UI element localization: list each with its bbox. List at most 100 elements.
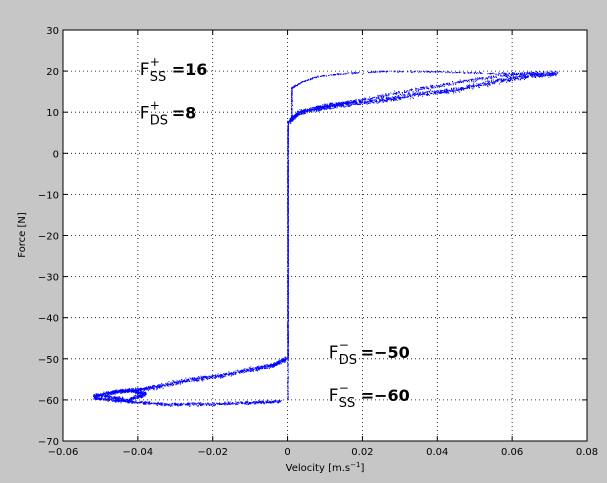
data-point: [272, 366, 274, 368]
data-point: [151, 388, 153, 390]
data-point: [398, 95, 400, 96]
data-point: [314, 108, 316, 110]
data-point: [208, 377, 210, 379]
data-point: [447, 83, 449, 85]
data-point: [106, 391, 107, 393]
data-point: [412, 94, 414, 96]
data-point: [408, 90, 410, 92]
data-point: [316, 110, 317, 112]
data-point: [456, 88, 458, 90]
data-point: [516, 72, 518, 74]
data-point: [388, 98, 390, 100]
data-point: [224, 374, 226, 376]
data-point: [147, 388, 149, 390]
data-point: [235, 373, 237, 375]
data-point: [317, 107, 319, 109]
data-point: [503, 72, 505, 74]
data-point: [290, 122, 292, 124]
data-point: [438, 71, 439, 73]
data-point: [287, 163, 289, 165]
data-point: [488, 73, 490, 74]
data-point: [415, 88, 417, 90]
data-point: [287, 132, 289, 134]
data-point: [291, 120, 293, 122]
data-point: [389, 98, 391, 100]
data-point: [313, 109, 315, 111]
data-point: [343, 101, 345, 103]
data-point: [466, 79, 468, 81]
data-point: [336, 105, 338, 106]
data-point: [107, 391, 109, 393]
data-point: [436, 71, 438, 73]
data-point: [287, 219, 289, 221]
data-point: [508, 78, 510, 80]
data-point: [303, 109, 305, 111]
data-point: [300, 82, 302, 83]
data-point: [166, 384, 168, 386]
data-point: [145, 387, 146, 389]
data-point: [128, 391, 130, 393]
data-point: [348, 103, 350, 105]
data-point: [317, 105, 319, 107]
data-point: [469, 85, 471, 87]
data-point: [386, 101, 388, 103]
data-point: [255, 369, 257, 371]
data-point: [95, 393, 97, 395]
data-point: [437, 90, 439, 92]
data-point: [184, 379, 185, 381]
data-point: [93, 395, 95, 396]
data-point: [509, 75, 511, 77]
data-point: [470, 78, 472, 80]
data-point: [370, 98, 372, 100]
data-point: [359, 102, 361, 104]
data-point: [497, 78, 499, 80]
data-point: [287, 154, 289, 156]
data-point: [407, 96, 408, 98]
data-point: [333, 74, 335, 75]
data-point: [287, 182, 289, 184]
data-point: [150, 387, 152, 389]
data-point: [287, 278, 289, 279]
data-point: [298, 111, 300, 113]
data-point: [287, 355, 289, 357]
data-point: [504, 74, 506, 75]
data-point: [463, 88, 465, 89]
data-point: [520, 73, 522, 75]
data-point: [402, 94, 404, 95]
data-point: [518, 76, 520, 78]
data-point: [287, 242, 289, 243]
data-point: [543, 75, 545, 77]
data-point: [287, 308, 289, 310]
data-point: [314, 107, 316, 109]
data-point: [445, 89, 447, 90]
data-point: [542, 73, 544, 75]
data-point: [251, 370, 253, 372]
data-point: [419, 71, 421, 73]
data-point: [432, 71, 434, 73]
data-point: [232, 372, 234, 374]
data-point: [512, 72, 514, 74]
data-point: [301, 109, 302, 111]
data-point: [352, 101, 354, 103]
data-point: [399, 97, 401, 99]
data-point: [504, 78, 506, 80]
data-point: [242, 372, 244, 374]
data-point: [444, 84, 446, 86]
data-point: [428, 94, 430, 96]
data-point: [378, 102, 379, 104]
data-point: [233, 373, 235, 375]
data-point: [428, 90, 430, 92]
data-point: [287, 199, 289, 201]
data-point: [167, 385, 169, 387]
data-point: [274, 364, 276, 366]
data-point: [331, 103, 333, 105]
data-point: [148, 387, 150, 389]
data-point: [207, 378, 209, 380]
data-point: [180, 378, 182, 380]
data-point: [376, 100, 377, 102]
data-point: [291, 99, 293, 101]
data-point: [500, 74, 502, 76]
data-point: [360, 104, 361, 106]
data-point: [287, 359, 289, 361]
data-point: [385, 94, 387, 95]
